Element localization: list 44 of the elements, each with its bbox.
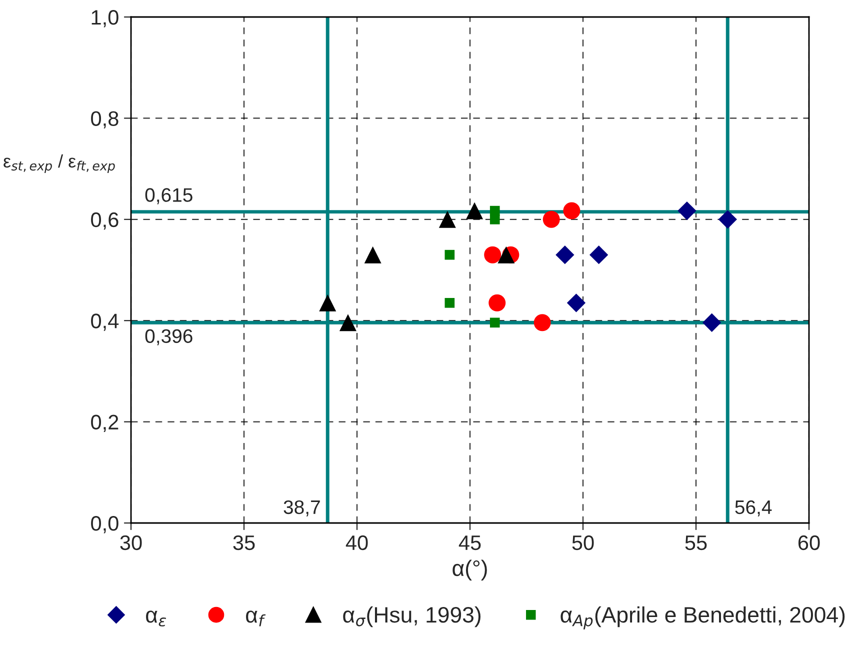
point — [490, 318, 500, 328]
point — [590, 246, 608, 264]
y-tick-label: 0,4 — [91, 314, 119, 331]
point — [534, 314, 551, 332]
point — [542, 210, 560, 228]
point — [438, 210, 456, 228]
legend-label: α$_{ε}$ — [146, 610, 166, 626]
y-tick-label: 0,0 — [91, 516, 118, 534]
y-tick-label: 0,2 — [91, 414, 118, 432]
y-tick-label: 0,6 — [91, 212, 118, 230]
x-axis-title: α(°) — [452, 560, 487, 580]
x-tick-label: 50 — [572, 535, 594, 550]
legend-label: α$_{σ}$(Hsu, 1993) — [343, 606, 480, 628]
x-tick-label: 35 — [233, 535, 255, 550]
ref-line-label: 38,7 — [284, 500, 320, 516]
x-tick-label: 45 — [458, 536, 481, 550]
x-tick-label: 60 — [798, 535, 820, 550]
point — [678, 201, 696, 220]
ref-line-label: 56,4 — [735, 500, 772, 516]
point — [364, 246, 382, 264]
legend-label: α$_{Ap}$(Aprile e Benedetti, 2004) — [560, 606, 845, 630]
point — [490, 214, 500, 224]
ref-line-label: 0,396 — [145, 329, 192, 346]
legend-label: α$_{f}$ — [246, 610, 266, 626]
x-tick-label: 55 — [685, 536, 707, 550]
x-tick-label: 40 — [346, 535, 368, 550]
point — [718, 210, 737, 229]
point — [563, 202, 580, 220]
point — [702, 313, 722, 332]
y-axis-title: ε$_{st,exp}$ / ε$_{ft,exp}$ — [4, 154, 115, 174]
y-tick-label: 0,8 — [91, 111, 118, 128]
point — [498, 246, 515, 264]
point — [339, 314, 356, 332]
x-tick-label: 30 — [120, 535, 142, 550]
point — [444, 250, 455, 260]
point — [319, 294, 336, 312]
point — [444, 298, 455, 308]
point — [466, 202, 484, 220]
y-tick-label: 1,0 — [92, 10, 118, 28]
point — [488, 294, 506, 312]
point — [556, 246, 574, 264]
point — [566, 294, 586, 312]
point — [484, 246, 502, 264]
ref-line-label: 0,615 — [145, 188, 192, 204]
